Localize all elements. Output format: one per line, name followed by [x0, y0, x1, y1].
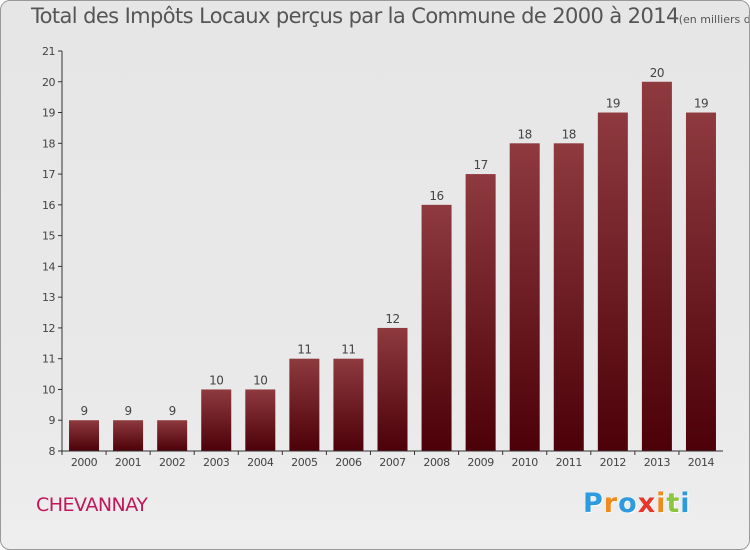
data-label-2013: 20 — [650, 66, 664, 80]
bar-2002 — [157, 420, 188, 451]
logo-letter: o — [618, 488, 638, 519]
x-tick-label-2002: 2002 — [159, 456, 185, 469]
x-tick-label-2007: 2007 — [379, 456, 406, 469]
y-tick-label-18: 18 — [42, 137, 55, 150]
x-tick-label-2005: 2005 — [291, 456, 318, 469]
x-tick-label-2012: 2012 — [600, 456, 626, 469]
bar-2011 — [553, 143, 584, 452]
data-label-2006: 11 — [341, 343, 355, 357]
y-tick-label-19: 19 — [42, 107, 55, 120]
data-label-2003: 10 — [209, 373, 223, 387]
bar-2001 — [113, 420, 144, 451]
y-tick-label-8: 8 — [49, 445, 56, 458]
logo-letter: i — [656, 488, 667, 519]
x-tick-label-2011: 2011 — [556, 456, 582, 469]
x-tick-label-2004: 2004 — [247, 456, 274, 469]
bar-2007 — [377, 327, 408, 451]
x-tick-label-2013: 2013 — [644, 456, 671, 469]
y-tick-label-11: 11 — [42, 353, 55, 366]
data-label-2014: 19 — [694, 97, 708, 111]
bar-2009 — [465, 174, 496, 452]
y-tick-label-10: 10 — [42, 383, 55, 396]
axes-layer: 2000 2001 2002 2003 2004 2005 2006 2007 2008 2009… — [42, 45, 723, 469]
bar-2000 — [69, 420, 100, 451]
data-label-2004: 10 — [253, 373, 267, 387]
logo-letter: i — [680, 488, 691, 519]
y-tick-label-16: 16 — [42, 199, 55, 212]
chart-title: Total des Impôts Locaux perçus par la Co… — [31, 4, 749, 28]
logo-letter: t — [666, 488, 681, 519]
data-label-2010: 18 — [518, 127, 532, 141]
x-tick-label-2003: 2003 — [203, 456, 230, 469]
data-label-2008: 16 — [429, 189, 443, 203]
y-tick-label-15: 15 — [42, 230, 55, 243]
bar-2014 — [685, 112, 716, 452]
logo-letter: r — [603, 488, 619, 519]
data-label-2007: 12 — [385, 312, 399, 326]
data-label-2011: 18 — [562, 127, 576, 141]
x-tick-label-2009: 2009 — [467, 456, 494, 469]
y-tick-label-20: 20 — [42, 76, 55, 89]
data-label-2002: 9 — [169, 404, 176, 418]
logo-letter: P — [583, 488, 604, 519]
data-label-2009: 17 — [473, 158, 487, 172]
y-tick-label-17: 17 — [42, 168, 55, 181]
proxiti-logo: Proxiti — [583, 488, 691, 519]
bar-2012 — [597, 112, 628, 452]
x-tick-label-2001: 2001 — [115, 456, 141, 469]
y-tick-label-12: 12 — [42, 322, 55, 335]
bar-2006 — [333, 358, 364, 451]
title-text: Total des Impôts Locaux perçus par la Co… — [31, 4, 679, 28]
bar-2010 — [509, 143, 540, 452]
x-tick-label-2000: 2000 — [71, 456, 98, 469]
unit-label: (en milliers d'€) — [678, 13, 749, 26]
data-label-2001: 9 — [125, 404, 132, 418]
y-tick-label-9: 9 — [49, 414, 56, 427]
bar-2004 — [245, 389, 276, 451]
bar-2008 — [421, 204, 452, 451]
x-tick-label-2006: 2006 — [335, 456, 362, 469]
x-tick-label-2010: 2010 — [511, 456, 538, 469]
bar-2013 — [641, 81, 672, 452]
data-label-2012: 19 — [606, 97, 620, 111]
bar-2003 — [201, 389, 232, 451]
bar-2005 — [289, 358, 320, 451]
x-tick-label-2008: 2008 — [423, 456, 450, 469]
data-label-2000: 9 — [80, 404, 87, 418]
x-tick-label-2014: 2014 — [688, 456, 715, 469]
y-tick-label-13: 13 — [42, 291, 55, 304]
bars-layer: 9 9 9 10 10 11 11 12 16 17 18 18 19 20 19 — [69, 66, 716, 452]
data-label-2005: 11 — [297, 343, 311, 357]
logo-letter: x — [637, 488, 657, 519]
y-tick-label-21: 21 — [42, 45, 55, 58]
y-tick-label-14: 14 — [42, 260, 55, 273]
commune-name: CHEVANNAY — [36, 494, 148, 516]
